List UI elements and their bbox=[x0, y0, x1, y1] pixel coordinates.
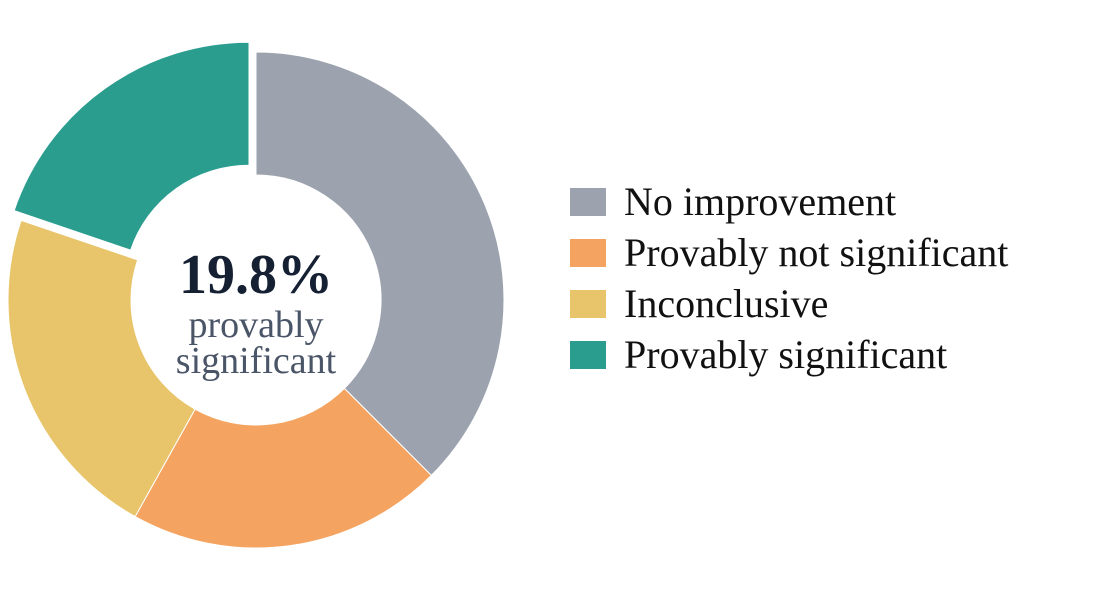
donut-slices bbox=[7, 41, 505, 549]
legend-swatch bbox=[570, 238, 606, 267]
legend-swatch bbox=[570, 289, 606, 318]
center-caption-line1: provably bbox=[188, 304, 323, 346]
legend-item-no-improvement: No improvement bbox=[570, 176, 1008, 227]
legend-label: Provably not significant bbox=[624, 229, 1009, 275]
center-value: 19.8% bbox=[179, 244, 333, 306]
legend: No improvement Provably not significant … bbox=[570, 176, 1008, 380]
legend-item-provably-not-significant: Provably not significant bbox=[570, 227, 1008, 278]
legend-swatch bbox=[570, 340, 606, 369]
legend-item-provably-significant: Provably significant bbox=[570, 329, 1008, 380]
center-caption-line2: significant bbox=[176, 340, 337, 382]
donut-chart: 19.8% provably significant bbox=[7, 41, 505, 549]
slice-provably-significant bbox=[13, 41, 250, 251]
legend-swatch bbox=[570, 187, 606, 216]
legend-label: Provably significant bbox=[624, 331, 948, 377]
legend-item-inconclusive: Inconclusive bbox=[570, 278, 1008, 329]
slice-inconclusive bbox=[7, 219, 196, 518]
legend-label: Inconclusive bbox=[624, 280, 829, 326]
slice-provably-not-significant bbox=[134, 387, 433, 549]
legend-label: No improvement bbox=[624, 178, 897, 224]
slice-no-improvement bbox=[255, 51, 505, 477]
